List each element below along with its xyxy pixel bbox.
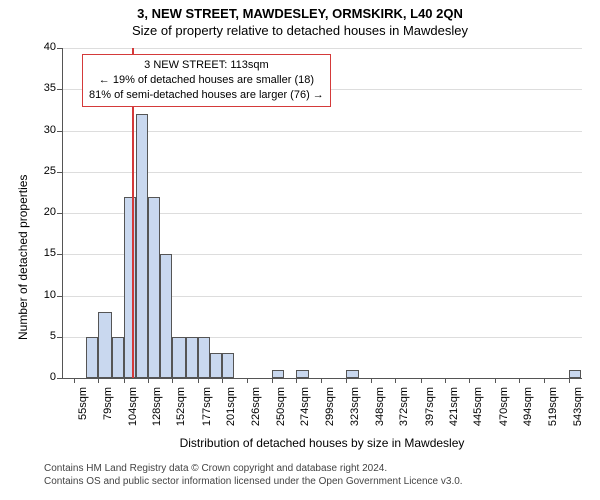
x-tick — [371, 378, 372, 383]
x-tick-label: 372sqm — [398, 387, 410, 437]
x-tick — [569, 378, 570, 383]
x-tick-label: 323sqm — [349, 387, 361, 437]
y-tick-label: 40 — [26, 41, 56, 53]
x-tick-label: 55sqm — [77, 387, 89, 437]
x-tick — [421, 378, 422, 383]
title-block: 3, NEW STREET, MAWDESLEY, ORMSKIRK, L40 … — [0, 0, 600, 38]
x-tick-label: 226sqm — [250, 387, 262, 437]
x-tick — [296, 378, 297, 383]
histogram-bar — [296, 370, 309, 378]
annotation-box: 3 NEW STREET: 113sqm← 19% of detached ho… — [82, 54, 331, 107]
y-tick-label: 20 — [26, 206, 56, 218]
histogram-bar — [222, 353, 234, 378]
histogram-bar — [98, 312, 111, 378]
footer-line1: Contains HM Land Registry data © Crown c… — [44, 462, 463, 475]
x-tick-label: 250sqm — [275, 387, 287, 437]
x-tick — [544, 378, 545, 383]
chart-container: 3, NEW STREET, MAWDESLEY, ORMSKIRK, L40 … — [0, 0, 600, 500]
x-tick — [395, 378, 396, 383]
footer-line2: Contains OS and public sector informatio… — [44, 475, 463, 488]
x-tick-label: 128sqm — [151, 387, 163, 437]
annotation-line: 81% of semi-detached houses are larger (… — [89, 88, 324, 103]
histogram-bar — [569, 370, 581, 378]
x-tick — [172, 378, 173, 383]
title-line2: Size of property relative to detached ho… — [0, 23, 600, 38]
histogram-bar — [210, 353, 222, 378]
x-tick-label: 543sqm — [572, 387, 584, 437]
y-tick-label: 25 — [26, 165, 56, 177]
x-tick — [321, 378, 322, 383]
x-tick — [247, 378, 248, 383]
x-tick-label: 152sqm — [175, 387, 187, 437]
histogram-bar — [186, 337, 198, 378]
x-tick-label: 274sqm — [299, 387, 311, 437]
y-tick-label: 15 — [26, 247, 56, 259]
histogram-bar — [86, 337, 98, 378]
x-tick-label: 177sqm — [201, 387, 213, 437]
x-tick-label: 470sqm — [498, 387, 510, 437]
annotation-line: 3 NEW STREET: 113sqm — [89, 58, 324, 73]
x-tick-label: 201sqm — [225, 387, 237, 437]
y-tick-label: 35 — [26, 82, 56, 94]
x-tick-label: 519sqm — [547, 387, 559, 437]
x-tick — [222, 378, 223, 383]
histogram-bar — [112, 337, 124, 378]
gridline — [62, 48, 582, 49]
x-tick-label: 397sqm — [424, 387, 436, 437]
y-tick-label: 0 — [26, 371, 56, 383]
x-tick — [495, 378, 496, 383]
histogram-bar — [272, 370, 284, 378]
histogram-bar — [148, 197, 160, 379]
y-tick-label: 10 — [26, 289, 56, 301]
y-tick-label: 5 — [26, 330, 56, 342]
footer: Contains HM Land Registry data © Crown c… — [44, 462, 463, 488]
x-tick-label: 421sqm — [448, 387, 460, 437]
x-tick — [519, 378, 520, 383]
x-tick — [445, 378, 446, 383]
title-line1: 3, NEW STREET, MAWDESLEY, ORMSKIRK, L40 … — [0, 6, 600, 21]
histogram-bar — [346, 370, 359, 378]
x-tick — [148, 378, 149, 383]
x-tick — [124, 378, 125, 383]
y-tick-label: 30 — [26, 124, 56, 136]
x-tick — [74, 378, 75, 383]
x-tick — [346, 378, 347, 383]
histogram-bar — [198, 337, 210, 378]
x-tick — [198, 378, 199, 383]
annotation-line: ← 19% of detached houses are smaller (18… — [89, 73, 324, 88]
x-tick-label: 79sqm — [102, 387, 114, 437]
histogram-bar — [160, 254, 172, 378]
histogram-bar — [136, 114, 148, 378]
x-tick-label: 494sqm — [522, 387, 534, 437]
x-tick — [272, 378, 273, 383]
x-tick-label: 299sqm — [324, 387, 336, 437]
x-tick-label: 445sqm — [472, 387, 484, 437]
x-tick-label: 348sqm — [374, 387, 386, 437]
x-tick — [98, 378, 99, 383]
histogram-bar — [124, 197, 136, 379]
x-tick-label: 104sqm — [127, 387, 139, 437]
y-axis-label: Number of detached properties — [16, 175, 30, 340]
y-axis — [62, 48, 63, 378]
x-tick — [469, 378, 470, 383]
x-axis-label: Distribution of detached houses by size … — [62, 436, 582, 450]
histogram-bar — [172, 337, 185, 378]
